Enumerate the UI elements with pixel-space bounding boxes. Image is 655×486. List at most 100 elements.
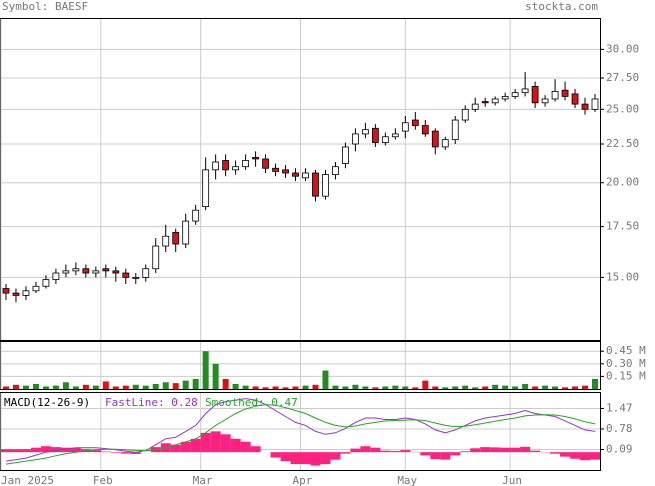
macd-histogram	[310, 452, 321, 466]
macd-histogram	[290, 452, 301, 465]
volume-bar	[122, 385, 129, 389]
candle-body	[531, 86, 539, 104]
y-tick-label: 0.30 M	[606, 357, 646, 370]
macd-histogram	[560, 452, 571, 457]
macd-histogram	[340, 452, 351, 454]
volume-bar	[22, 385, 29, 389]
volume-bar	[102, 381, 109, 389]
macd-histogram	[400, 450, 411, 453]
macd-histogram	[300, 452, 311, 465]
macd-histogram	[280, 452, 291, 462]
macd-histogram	[50, 447, 61, 453]
macd-histogram	[10, 449, 21, 453]
macd-line	[5, 404, 596, 465]
candle-body	[262, 158, 269, 169]
volume-bar	[52, 385, 59, 389]
candle-body	[42, 279, 50, 287]
candle-body	[551, 91, 559, 100]
volume-bar	[332, 385, 339, 389]
y-tick-label: 25.00	[606, 102, 639, 115]
macd-histogram	[240, 441, 251, 453]
volume-bar	[42, 386, 49, 389]
volume-bar	[152, 383, 159, 389]
volume-bar	[372, 387, 379, 389]
volume-bar	[202, 351, 209, 389]
volume-bar	[92, 385, 99, 389]
candle-body	[232, 166, 240, 171]
volume-bar	[432, 386, 439, 389]
candle-body	[401, 122, 409, 132]
x-tick-label: Apr	[293, 474, 313, 486]
candle-body	[212, 161, 220, 171]
candle-body	[142, 268, 150, 278]
candle-body	[591, 98, 599, 110]
legend-entry: Smoothed: 0.47	[205, 396, 298, 409]
volume-bar	[362, 386, 369, 389]
volume-bar	[402, 386, 409, 389]
volume-bar	[192, 378, 199, 389]
candle-body	[102, 268, 110, 272]
macd-histogram	[440, 452, 451, 460]
macd-histogram	[230, 438, 241, 453]
candle-body	[72, 268, 80, 272]
volume-bar	[392, 385, 399, 389]
candle-body	[152, 245, 160, 270]
macd-histogram	[210, 431, 221, 453]
candle-body	[361, 129, 369, 135]
volume-bar	[492, 384, 499, 389]
volume-bar	[442, 387, 449, 389]
macd-histogram	[130, 452, 141, 454]
volume-bar	[162, 382, 169, 389]
candle-body	[92, 270, 100, 274]
volume-bar	[292, 386, 299, 389]
candle-body	[272, 167, 279, 172]
y-tick-label: 17.50	[606, 220, 639, 233]
candle-body	[162, 235, 170, 247]
volume-bar	[592, 378, 599, 389]
candle-body	[252, 157, 259, 160]
candle-body	[312, 172, 319, 197]
volume-bar	[552, 386, 559, 389]
candle-body	[541, 98, 549, 104]
volume-bar	[182, 380, 189, 389]
candle-body	[82, 268, 90, 274]
macd-histogram	[350, 448, 361, 453]
volume-bar	[272, 386, 279, 389]
candle-body	[172, 231, 180, 245]
site: stockta.com	[525, 0, 598, 13]
candle-body	[2, 288, 10, 294]
candle-body	[302, 172, 309, 179]
volume-bar	[72, 386, 79, 389]
macd-histogram	[30, 447, 41, 453]
macd-histogram	[420, 452, 431, 456]
y-tick-label: 0.78	[606, 422, 633, 435]
volume-bar	[532, 386, 539, 389]
macd-histogram	[20, 449, 31, 453]
macd-histogram	[370, 447, 381, 453]
macd-histogram	[590, 452, 600, 460]
candle-body	[332, 166, 339, 176]
macd-histogram	[190, 438, 201, 453]
candle-body	[202, 169, 210, 208]
macd-histogram	[1, 449, 11, 453]
macd-histogram	[460, 451, 471, 453]
macd-histogram	[40, 446, 51, 453]
candle-body	[192, 209, 200, 222]
volume-bar	[382, 386, 389, 389]
macd-title: MACD(12-26-9)	[4, 396, 90, 409]
candle-body	[182, 220, 190, 245]
volume-bar	[472, 387, 479, 389]
y-tick-label: 20.00	[606, 176, 639, 189]
candle-body	[381, 136, 389, 143]
volume-bar	[212, 363, 219, 389]
macd-histogram	[70, 447, 81, 453]
macd-histogram	[550, 452, 561, 454]
y-tick-label: 0.15 M	[606, 369, 646, 382]
volume-bar	[282, 387, 289, 389]
candle-body	[431, 130, 439, 148]
candle-body	[222, 160, 230, 171]
macd-histogram	[520, 446, 531, 453]
candle-body	[481, 101, 489, 104]
